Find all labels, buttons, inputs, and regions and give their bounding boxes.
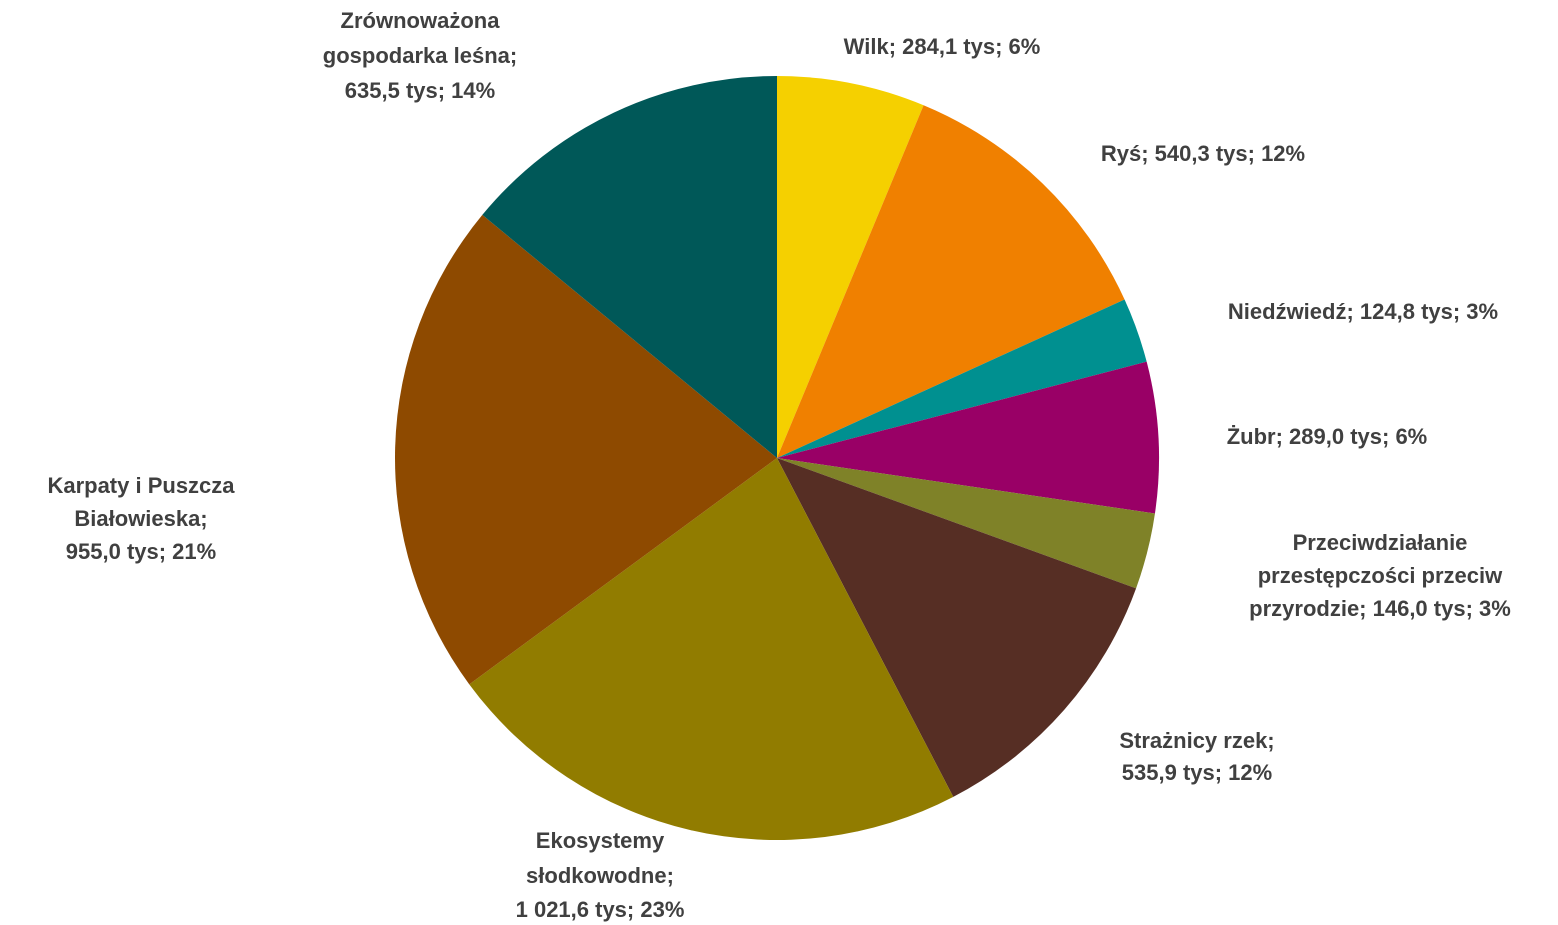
pie-slice [777, 105, 1125, 458]
slice-label: 1 021,6 tys; 23% [516, 897, 685, 922]
slice-label: Karpaty i Puszcza [47, 473, 235, 498]
slice-label: gospodarka leśna; [323, 43, 517, 68]
pie-slice [777, 458, 1155, 589]
slice-label: 535,9 tys; 12% [1122, 760, 1272, 785]
slice-label: 955,0 tys; 21% [66, 539, 216, 564]
slice-label: Zrównoważona [341, 8, 501, 33]
slice-label: słodkowodne; [526, 863, 674, 888]
slice-label: Białowieska; [74, 506, 207, 531]
slice-label: Niedźwiedź; 124,8 tys; 3% [1228, 299, 1498, 324]
pie-slice [777, 76, 924, 458]
slice-label: przestępczości przeciw [1258, 563, 1503, 588]
slice-label: Ekosystemy [536, 828, 665, 853]
slice-label: przyrodzie; 146,0 tys; 3% [1249, 596, 1511, 621]
pie-slice [482, 76, 777, 458]
pie-slice [777, 361, 1159, 514]
slice-label: Wilk; 284,1 tys; 6% [844, 34, 1041, 59]
pie-slice [777, 458, 1137, 797]
slice-label: Przeciwdziałanie [1293, 530, 1468, 555]
pie-slice [469, 458, 954, 840]
pie-slice [394, 214, 777, 685]
slice-label: 635,5 tys; 14% [345, 78, 495, 103]
slice-label: Strażnicy rzek; [1119, 728, 1274, 753]
slice-label: Żubr; 289,0 tys; 6% [1227, 424, 1428, 449]
pie-slice [777, 299, 1147, 458]
slice-label: Ryś; 540,3 tys; 12% [1101, 141, 1305, 166]
